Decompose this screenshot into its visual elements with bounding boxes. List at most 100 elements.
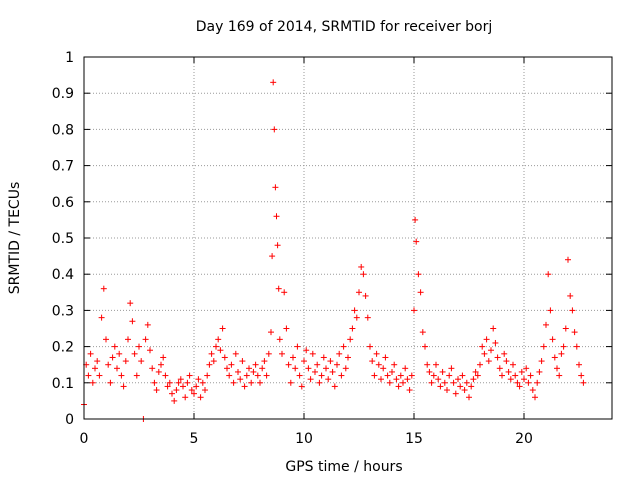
data-point (248, 379, 255, 386)
data-point (384, 372, 391, 379)
data-point (345, 354, 351, 361)
data-point (347, 336, 354, 343)
data-point (85, 372, 92, 379)
data-point (356, 289, 362, 296)
data-point (290, 354, 296, 361)
data-point (450, 379, 457, 386)
data-point (457, 383, 464, 390)
y-tick-label: 0.2 (52, 340, 74, 356)
data-point (226, 372, 233, 379)
data-point (485, 358, 492, 365)
data-point (116, 350, 123, 357)
data-point (316, 379, 323, 386)
data-point (259, 365, 266, 372)
x-tick-label: 0 (80, 431, 89, 447)
y-tick-label: 1 (65, 50, 74, 66)
y-tick-label: 0.6 (52, 195, 74, 211)
data-point (281, 289, 288, 296)
data-point (147, 347, 153, 354)
data-point (271, 126, 278, 133)
data-point (373, 350, 380, 357)
data-point (439, 368, 446, 375)
y-tick-label: 0.8 (52, 122, 74, 138)
data-point (463, 379, 470, 386)
data-point (540, 343, 547, 350)
data-point (89, 379, 96, 386)
data-point (329, 368, 336, 375)
data-point (565, 256, 571, 263)
data-point (406, 387, 413, 394)
data-point (239, 358, 246, 365)
data-point (419, 329, 426, 336)
data-point (257, 379, 263, 386)
data-point (303, 347, 310, 354)
data-point (501, 350, 508, 357)
data-point (408, 372, 415, 379)
data-point (503, 358, 510, 365)
data-point (470, 376, 477, 383)
data-point (578, 372, 585, 379)
data-point (309, 350, 316, 357)
data-point (230, 379, 237, 386)
data-point (136, 343, 142, 350)
data-point (125, 336, 131, 343)
data-point (103, 336, 109, 343)
data-point (342, 365, 349, 372)
data-point (360, 271, 367, 278)
grid (84, 57, 612, 419)
data-point (254, 372, 261, 379)
y-tick-label: 0.1 (52, 376, 74, 392)
data-point (273, 213, 280, 220)
data-point (269, 253, 276, 260)
data-point (268, 329, 274, 336)
data-point (158, 361, 164, 368)
data-point (109, 354, 116, 361)
data-point (208, 350, 215, 357)
data-point (430, 372, 437, 379)
data-point (263, 372, 270, 379)
data-point (488, 347, 494, 354)
data-point (554, 365, 560, 372)
data-point (518, 368, 525, 375)
data-point (362, 292, 369, 299)
data-point (118, 372, 125, 379)
data-point (144, 321, 151, 328)
data-point (545, 271, 552, 278)
data-point (569, 307, 576, 314)
data-point (441, 379, 448, 386)
data-point (452, 390, 459, 397)
data-point (461, 387, 468, 394)
data-point (96, 372, 103, 379)
data-point (105, 361, 112, 368)
data-points (81, 79, 587, 422)
data-point (171, 397, 178, 404)
data-point (571, 329, 578, 336)
data-point (94, 358, 101, 365)
data-point (494, 354, 501, 361)
data-point (466, 394, 472, 401)
data-point (162, 372, 169, 379)
data-point (294, 343, 301, 350)
data-point (499, 372, 505, 379)
data-point (133, 372, 140, 379)
data-point (197, 394, 204, 401)
data-point (100, 285, 107, 292)
data-point (287, 379, 294, 386)
data-point (413, 238, 420, 245)
data-point (323, 365, 329, 372)
data-point (296, 372, 303, 379)
x-tick-label: 20 (515, 431, 533, 447)
data-point (217, 347, 224, 354)
x-tick-label: 5 (190, 431, 199, 447)
data-point (129, 318, 136, 325)
x-axis-label: GPS time / hours (285, 459, 402, 475)
data-point (547, 307, 554, 314)
data-point (468, 383, 475, 390)
data-point (191, 390, 197, 397)
data-point (169, 390, 175, 397)
data-point (131, 350, 138, 357)
data-point (523, 365, 530, 372)
data-point (151, 379, 158, 386)
data-point (275, 285, 282, 292)
x-tick-label: 15 (405, 431, 423, 447)
